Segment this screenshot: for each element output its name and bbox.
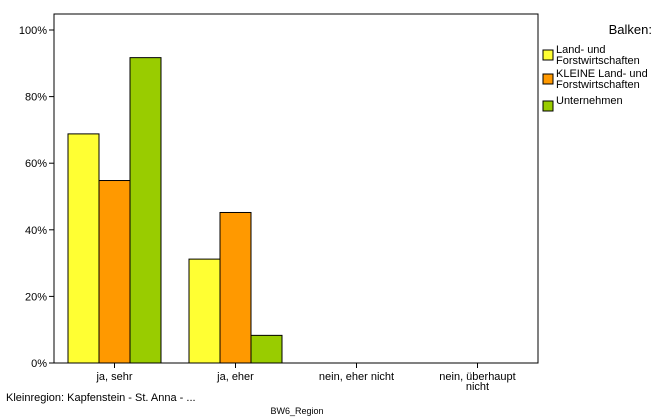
legend-label: KLEINE Land- und Forstwirtschaften: [556, 68, 648, 91]
y-tick-label: 0%: [31, 358, 47, 370]
bar: [129, 57, 162, 364]
footnote: Kleinregion: Kapfenstein - St. Anna - ..…: [6, 392, 196, 404]
legend-swatch: [542, 100, 554, 112]
bars: [67, 57, 283, 364]
x-axis: ja, sehr ja, eher nein, eher nicht nein, üb…: [95, 363, 516, 393]
bar: [188, 258, 221, 364]
legend-label: Unternehmen: [556, 95, 623, 107]
legend-swatch: [542, 49, 554, 61]
x-tick-label: nein, überhaupt nicht: [439, 371, 515, 393]
bar: [219, 211, 252, 364]
x-tick-label: ja, sehr: [95, 371, 132, 383]
y-tick-label: 100%: [19, 25, 47, 37]
bar: [98, 180, 131, 364]
y-tick-label: 40%: [25, 225, 47, 237]
y-tick-label: 20%: [25, 291, 47, 303]
x-tick-label: nein, eher nicht: [319, 371, 394, 383]
legend-title: Balken:: [609, 22, 652, 37]
y-tick-label: 60%: [25, 158, 47, 170]
x-tick-label: ja, eher: [216, 371, 254, 383]
bar: [250, 334, 283, 364]
legend-swatch: [542, 73, 554, 85]
bar: [67, 133, 100, 364]
x-axis-title: BW6_Region: [270, 406, 323, 416]
legend-label: Land- und Forstwirtschaften: [556, 44, 640, 67]
y-tick-label: 80%: [25, 92, 47, 104]
y-axis: 0% 20% 40% 60% 80% 100%: [19, 25, 54, 370]
legend: Balken: Land- und ForstwirtschaftenKLEINE…: [542, 22, 652, 112]
